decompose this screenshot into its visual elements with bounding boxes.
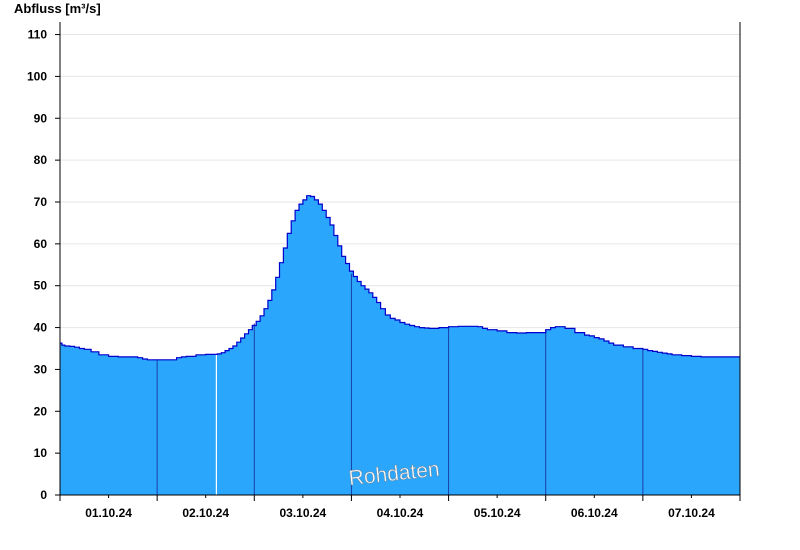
discharge-area — [60, 195, 740, 495]
y-tick-label: 110 — [28, 28, 48, 42]
y-tick-label: 20 — [34, 404, 48, 418]
y-axis-title: Abfluss [m³/s] — [14, 1, 101, 16]
day-separators — [156, 273, 644, 495]
y-tick-label: 10 — [34, 446, 48, 460]
x-tick-label: 03.10.24 — [279, 506, 326, 520]
y-tick-label: 90 — [34, 111, 48, 125]
y-tick-label: 80 — [34, 153, 48, 167]
y-tick-label: 0 — [40, 488, 47, 502]
y-tick-label: 70 — [34, 195, 48, 209]
x-tick-label: 06.10.24 — [571, 506, 618, 520]
y-axis-ticks: 0 10 20 30 40 50 60 70 80 90 100 110 — [27, 28, 60, 502]
y-tick-label: 50 — [34, 279, 48, 293]
x-tick-label: 07.10.24 — [668, 506, 715, 520]
y-tick-label: 60 — [34, 237, 48, 251]
x-tick-label: 05.10.24 — [474, 506, 521, 520]
x-tick-label: 02.10.24 — [182, 506, 229, 520]
y-tick-label: 30 — [34, 362, 48, 376]
y-tick-label: 40 — [34, 321, 48, 335]
y-tick-label: 100 — [27, 69, 47, 83]
x-axis-ticks: 01.10.24 02.10.24 03.10.24 04.10.24 05.10.24… — [59, 495, 741, 520]
x-tick-label: 01.10.24 — [85, 506, 132, 520]
x-tick-label: 04.10.24 — [377, 506, 424, 520]
discharge-line — [60, 195, 740, 361]
